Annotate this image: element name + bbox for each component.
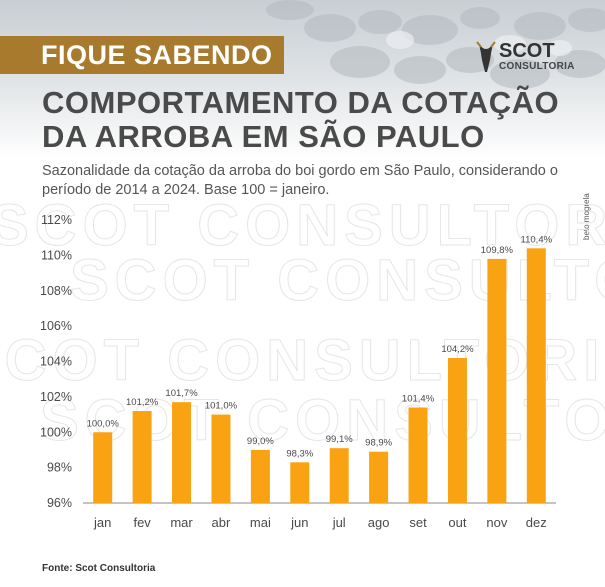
bar-jun	[290, 462, 310, 503]
watermark-text: SCOT CONSULTORIA	[0, 193, 605, 258]
data-label-set: 101,4%	[402, 393, 435, 404]
x-tick-label-ago: ago	[368, 515, 390, 530]
title-line-2: DA ARROBA EM SÃO PAULO	[42, 119, 485, 154]
title-line-1: COMPORTAMENTO DA COTAÇÃO	[42, 85, 560, 120]
bar-abr	[211, 414, 231, 503]
x-tick-label-set: set	[409, 515, 427, 530]
logo-name: SCOT	[499, 40, 555, 62]
y-tick-label: 104%	[40, 355, 72, 369]
data-label-jan: 100,0%	[87, 418, 120, 429]
page-title: COMPORTAMENTO DA COTAÇÃO DA ARROBA EM SÃ…	[42, 86, 582, 154]
bull-logo-icon	[476, 41, 496, 72]
source-note: Fonte: Scot Consultoria	[42, 563, 156, 574]
x-tick-label-out: out	[448, 515, 466, 530]
header-background	[0, 0, 605, 160]
chart-bars	[93, 248, 546, 503]
bar-out	[447, 357, 467, 503]
chart-subtitle: Sazonalidade da cotação da arroba do boi…	[42, 163, 558, 198]
watermark-text: SCOT CONSULTORIA	[40, 388, 605, 453]
data-label-abr: 101,0%	[205, 401, 238, 412]
x-tick-label-abr: abr	[212, 515, 231, 530]
cattle-herd-photo	[266, 0, 605, 89]
bar-jan	[93, 432, 113, 503]
bar-ago	[369, 451, 389, 503]
data-label-fev: 101,2%	[126, 397, 159, 408]
x-tick-label-mar: mar	[170, 515, 193, 530]
y-tick-label: 106%	[40, 319, 72, 333]
x-tick-label-fev: fev	[133, 515, 151, 530]
y-tick-label: 98%	[47, 461, 72, 475]
y-tick-label: 100%	[40, 425, 72, 439]
y-tick-label: 102%	[40, 390, 72, 404]
fique-sabendo-banner: FIQUE SABENDO	[0, 36, 284, 74]
y-tick-label: 112%	[41, 213, 72, 227]
bar-dez	[526, 248, 546, 503]
data-label-ago: 98,9%	[365, 438, 392, 449]
bar-jul	[329, 448, 349, 503]
watermark-text: SCOT CONSULTORIA	[70, 248, 605, 313]
x-tick-label-jun: jun	[290, 515, 308, 530]
logo-subtitle: CONSULTORIA	[499, 61, 575, 72]
y-tick-label: 96%	[47, 496, 72, 510]
y-tick-label: 110%	[41, 248, 72, 262]
y-tick-label: 108%	[40, 284, 72, 298]
bar-mar	[172, 402, 192, 503]
data-label-out: 104,2%	[441, 344, 474, 355]
bar-nov	[487, 258, 507, 503]
x-tick-label-jan: jan	[93, 515, 111, 530]
data-label-nov: 109,8%	[481, 245, 514, 256]
data-label-jun: 98,3%	[286, 448, 313, 459]
bar-mai	[250, 449, 270, 503]
x-tick-label-mai: mai	[250, 515, 271, 530]
scot-consultoria-logo: SCOT CONSULTORIA	[475, 40, 574, 80]
bar-fev	[132, 411, 152, 503]
chart-labels: 100,0% jan 101,2% fev 101,7% mar 101,0% abr 99,0…	[87, 234, 553, 530]
chart-axes: 96% 98% 100% 102% 104% 106% 108% 110% 112%	[40, 213, 556, 510]
data-label-jul: 99,1%	[326, 434, 353, 445]
x-tick-label-jul: jul	[332, 515, 346, 530]
x-tick-label-nov: nov	[486, 515, 507, 530]
watermark-text: SCOT CONSULTORIA	[0, 328, 605, 393]
data-label-mar: 101,7%	[165, 388, 198, 399]
x-tick-label-dez: dez	[526, 515, 547, 530]
data-label-dez: 110,4%	[521, 234, 553, 245]
bar-set	[408, 407, 428, 503]
data-label-mai: 99,0%	[247, 436, 274, 447]
